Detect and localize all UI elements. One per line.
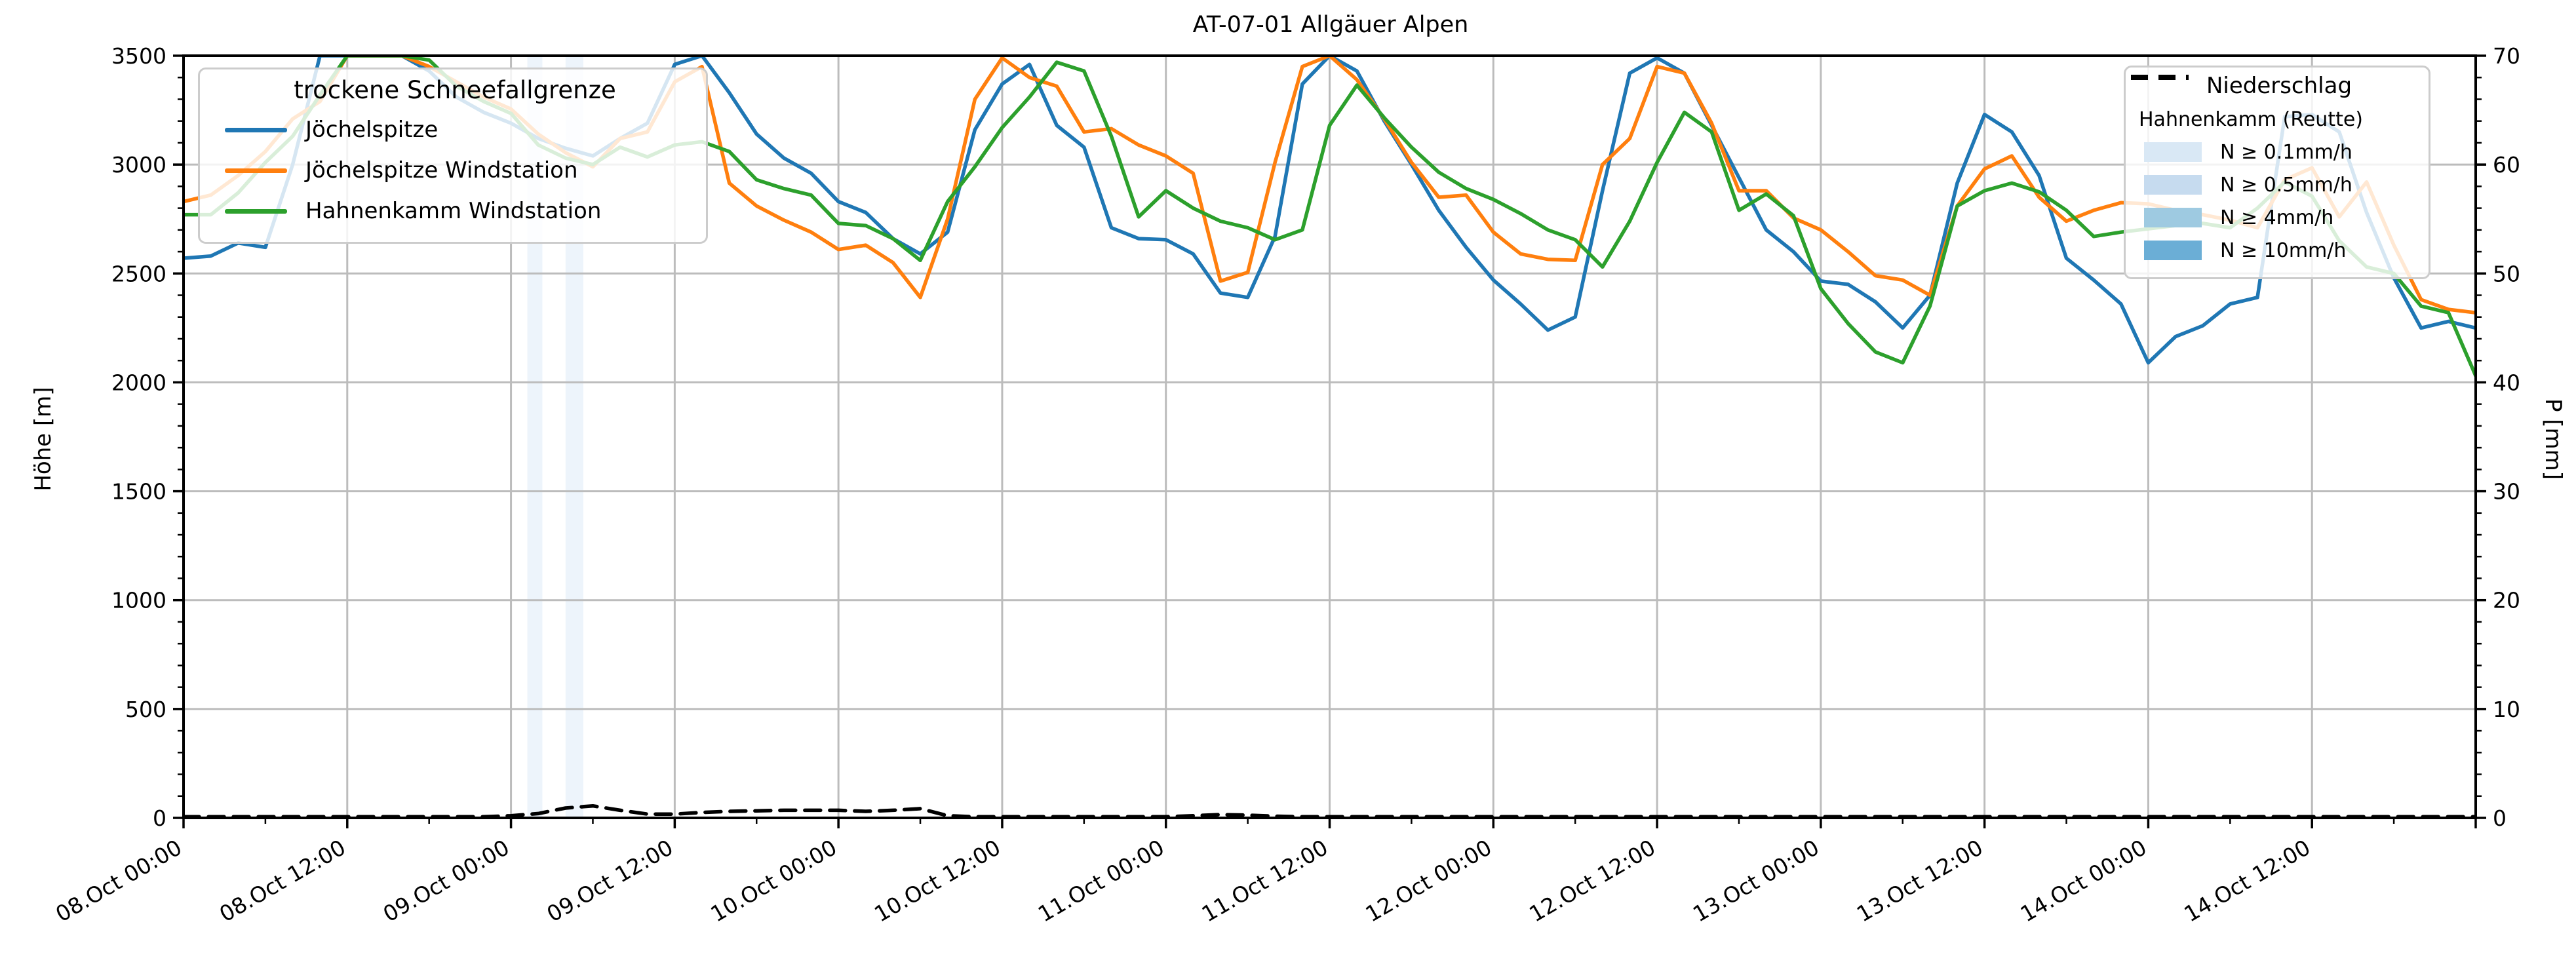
y-left-tick-label: 1000 [111, 588, 166, 613]
y-left-tick-label: 0 [153, 805, 166, 831]
legend-precipitation-title: Niederschlag [2206, 73, 2352, 99]
y-right-tick-label: 30 [2493, 479, 2520, 505]
precip-band [527, 56, 543, 818]
y-left-tick-label: 1500 [111, 479, 166, 505]
legend-item-n-10mm-h: N ≥ 10mm/h [2139, 234, 2419, 267]
y-right-tick-label: 0 [2493, 805, 2507, 831]
legend-snowfall-rows: Jöchelspitze Jöchelspitze Windstation Hahn… [216, 109, 694, 231]
legend-item-hahnenkamm-windstation: Hahnenkamm Windstation [216, 191, 694, 231]
y-left-tick-label: 2000 [111, 370, 166, 395]
x-tick-label: 10.Oct 12:00 [870, 834, 1005, 927]
y-right-tick-label: 60 [2493, 152, 2520, 178]
y-right-tick-label: 70 [2493, 43, 2520, 69]
line-swatch-icon [225, 208, 287, 214]
line-swatch-icon [225, 168, 287, 173]
x-tick-label: 12.Oct 12:00 [1525, 834, 1660, 927]
legend-item-label: N ≥ 10mm/h [2220, 239, 2347, 262]
y-left-tick-label: 2500 [111, 261, 166, 286]
legend-item-n-0-1mm-h: N ≥ 0.1mm/h [2139, 136, 2419, 168]
x-tick-label: 09.Oct 00:00 [379, 834, 514, 927]
x-tick-label: 11.Oct 00:00 [1034, 834, 1169, 927]
y-axis-label-left: Höhe [m] [30, 387, 56, 492]
y-right-tick-label: 20 [2493, 588, 2520, 613]
legend-precipitation-rows: Hahnenkamm (Reutte) N ≥ 0.1mm/h N ≥ 0.5mm/… [2131, 75, 2419, 267]
legend-item-label: N ≥ 4mm/h [2220, 206, 2334, 229]
x-tick-label: 08.Oct 00:00 [51, 834, 186, 927]
legend-item-hahnenkamm-reutte-: Hahnenkamm (Reutte) [2131, 75, 2419, 136]
band-swatch-icon [2144, 241, 2202, 260]
legend-item-j-chelspitze-windstation: Jöchelspitze Windstation [216, 150, 694, 191]
x-tick-label: 14.Oct 00:00 [2016, 834, 2151, 927]
legend-snowfall-limit: trockene Schneefallgrenze Jöchelspitze Jö… [198, 68, 708, 244]
legend-item-label: Jöchelspitze [305, 117, 439, 143]
line-swatch-icon [225, 127, 287, 132]
x-tick-label: 08.Oct 12:00 [215, 834, 350, 927]
legend-item-label: N ≥ 0.1mm/h [2220, 140, 2352, 164]
y-axis-label-right: P [mm] [2540, 398, 2566, 480]
y-left-tick-label: 500 [125, 697, 166, 722]
y-right-tick-label: 10 [2493, 697, 2520, 722]
x-tick-label: 12.Oct 00:00 [1361, 834, 1496, 927]
x-tick-label: 10.Oct 00:00 [706, 834, 841, 927]
legend-item-n-0-5mm-h: N ≥ 0.5mm/h [2139, 168, 2419, 201]
legend-precipitation: Niederschlag Hahnenkamm (Reutte) N ≥ 0.1m… [2124, 66, 2430, 279]
y-right-tick-label: 50 [2493, 261, 2520, 286]
x-tick-label: 14.Oct 12:00 [2179, 834, 2314, 927]
legend-item-label: Hahnenkamm (Reutte) [2139, 107, 2364, 131]
legend-item-label: Jöchelspitze Windstation [305, 157, 578, 184]
x-tick-label: 11.Oct 12:00 [1198, 834, 1333, 927]
legend-item-label: N ≥ 0.5mm/h [2220, 173, 2352, 197]
band-swatch-icon [2144, 175, 2202, 195]
legend-item-j-chelspitze: Jöchelspitze [216, 109, 694, 150]
y-left-tick-label: 3500 [111, 43, 166, 69]
chart-title: AT-07-01 Allgäuer Alpen [1192, 12, 1469, 38]
axis-ticks [173, 54, 2486, 828]
x-tick-label: 13.Oct 00:00 [1688, 834, 1824, 927]
band-swatch-icon [2144, 208, 2202, 227]
legend-item-n-4mm-h: N ≥ 4mm/h [2139, 201, 2419, 234]
dashed-line-swatch-icon [2131, 75, 2189, 80]
legend-item-label: Hahnenkamm Windstation [305, 198, 602, 224]
legend-snowfall-title: trockene Schneefallgrenze [294, 76, 616, 104]
x-tick-label: 13.Oct 12:00 [1852, 834, 1987, 927]
y-right-tick-label: 40 [2493, 370, 2520, 395]
band-swatch-icon [2144, 142, 2202, 162]
x-tick-label: 09.Oct 12:00 [543, 834, 678, 927]
y-left-tick-label: 3000 [111, 152, 166, 178]
